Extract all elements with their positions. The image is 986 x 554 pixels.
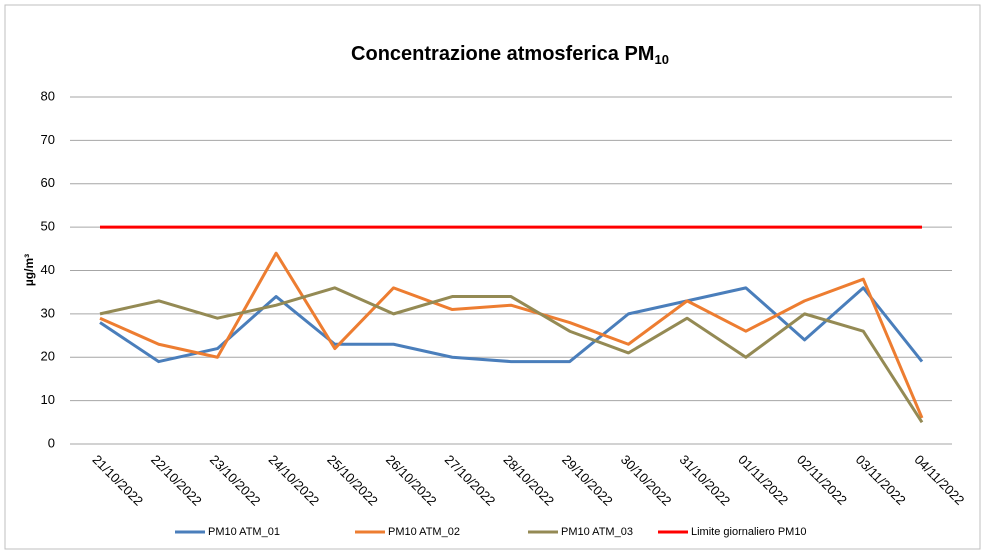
- y-tick-label: 50: [41, 219, 55, 234]
- y-tick-label: 30: [41, 305, 55, 320]
- y-tick-label: 70: [41, 132, 55, 147]
- y-tick-label: 60: [41, 175, 55, 190]
- y-tick-label: 0: [48, 435, 55, 450]
- series-line: [99, 251, 924, 419]
- legend-label: PM10 ATM_03: [561, 526, 633, 538]
- y-tick-label: 20: [41, 349, 55, 364]
- legend-label: Limite giornaliero PM10: [691, 526, 807, 538]
- y-tick-label: 10: [41, 392, 55, 407]
- series-line: [99, 286, 924, 424]
- y-tick-label: 80: [41, 88, 55, 103]
- title-main: Concentrazione atmosferica PM: [351, 43, 654, 65]
- legend-label: PM10 ATM_01: [208, 526, 280, 538]
- legend-label: PM10 ATM_02: [388, 526, 460, 538]
- chart-frame: [4, 4, 981, 550]
- y-tick-label: 40: [41, 262, 55, 277]
- y-axis-label: µg/m³: [22, 254, 36, 286]
- chart-title: Concentrazione atmosferica PM10: [351, 43, 669, 67]
- series-line: [99, 286, 924, 364]
- title-subscript: 10: [654, 52, 668, 67]
